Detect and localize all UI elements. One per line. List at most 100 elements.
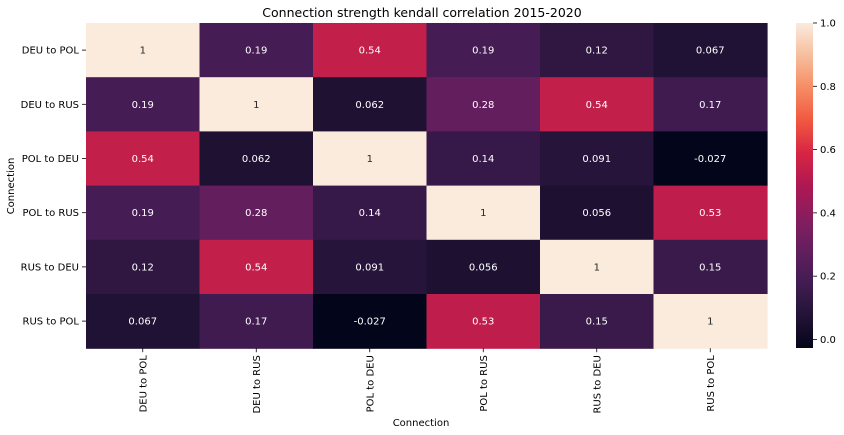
heatmap-cell [313,131,428,187]
heatmap-cell-label: 0.056 [582,208,611,219]
colorbar-tick-label: 0.8 [820,82,836,93]
heatmap-cell-label: 0.19 [472,46,494,57]
heatmap-cell-label: 0.14 [472,154,494,165]
chart-title: Connection strength kendall correlation … [262,5,581,20]
heatmap-cell-label: 0.19 [245,46,267,57]
heatmap-cell [653,294,768,349]
heatmap-cell-labels: 1 0.19 0.54 0.19 0.12 0.067 0.19 1 0.062 0.28 0.54… [128,46,726,328]
heatmap-cell [313,23,428,78]
y-axis-label: Connection [6,158,17,215]
x-tick-label: POL to DEU [365,355,376,412]
heatmap-cell-label: 0.15 [586,317,608,328]
heatmap-cell-label: 0.091 [355,262,384,273]
heatmap-cell [426,239,541,295]
heatmap-cell [426,131,541,187]
x-tick-label: DEU to RUS [252,355,263,413]
heatmap-cell [653,185,768,241]
heatmap-cell [426,185,541,241]
heatmap-cell [199,185,314,241]
heatmap-cell-label: 0.19 [132,208,154,219]
heatmap-cell [540,294,655,349]
heatmap-cell-label: 0.53 [699,208,721,219]
colorbar-tick-label: 1.0 [820,19,836,30]
y-tick-label: DEU to POL [22,46,80,57]
heatmap-cell-label: -0.027 [354,317,386,328]
heatmap-cell-label: 0.28 [472,100,494,111]
x-axis-ticks: DEU to POL DEU to RUS POL to DEU POL to RUS… [138,348,717,414]
heatmap-cell [199,239,314,295]
heatmap-cell-label: 0.54 [586,100,608,111]
heatmap-cell [426,294,541,349]
heatmap-cell [86,23,201,78]
heatmap-cell-label: 0.091 [582,154,611,165]
heatmap-cell [426,23,541,78]
heatmap-cell [653,23,768,78]
heatmap-cell [540,239,655,295]
heatmap-cell-label: 0.17 [245,317,267,328]
heatmap-cell-label: 1 [594,262,600,273]
heatmap-cell [199,77,314,132]
heatmap-cell-label: 0.53 [472,317,494,328]
heatmap-cell [540,23,655,78]
heatmap-cell [313,185,428,241]
y-tick-label: RUS to POL [23,317,80,328]
heatmap-cell-label: -0.027 [694,154,726,165]
x-tick-label: RUS to POL [706,355,717,412]
heatmap-cell-label: 0.15 [699,262,721,273]
heatmap-cell [199,23,314,78]
x-tick-label: POL to RUS [479,355,490,411]
colorbar-ticks: 0.0 0.2 0.4 0.6 0.8 1.0 [813,19,836,346]
y-tick-label: DEU to RUS [21,100,79,111]
heatmap-cell-label: 1 [253,100,259,111]
colorbar-tick-label: 0.0 [820,335,836,346]
heatmap-cell-label: 0.056 [469,262,498,273]
heatmap-cell [313,294,428,349]
heatmap-cell [653,77,768,132]
heatmap-cell-label: 0.14 [359,208,381,219]
heatmap-cell [86,77,201,132]
y-tick-label: POL to DEU [22,154,79,165]
colorbar [796,23,813,348]
x-axis-label: Connection [393,418,450,429]
heatmap-cell [653,239,768,295]
colorbar-tick-label: 0.2 [820,272,836,283]
heatmap-cell-label: 0.54 [359,46,381,57]
heatmap-cell-label: 1 [367,154,373,165]
heatmap-cell-label: 0.12 [132,262,154,273]
y-tick-label: RUS to DEU [21,262,79,273]
heatmap-cell [540,77,655,132]
heatmap-cell [426,77,541,132]
heatmap-cell [199,294,314,349]
heatmap-cell [540,185,655,241]
heatmap-cell-label: 0.12 [586,46,608,57]
heatmap-cell [653,131,768,187]
heatmap-cell-label: 0.54 [132,154,154,165]
heatmap-cell [86,185,201,241]
heatmap-cell [313,239,428,295]
heatmap-cell-label: 0.062 [355,100,384,111]
heatmap-cell-label: 0.19 [132,100,154,111]
heatmap-cell-label: 1 [707,317,713,328]
heatmap-cell [199,131,314,187]
heatmap-cell [313,77,428,132]
heatmap-cell-label: 0.067 [696,46,725,57]
x-tick-label: RUS to DEU [592,355,603,413]
heatmap-cell [540,131,655,187]
heatmap-cell-label: 0.17 [699,100,721,111]
heatmap-cell [86,131,201,187]
x-tick-label: DEU to POL [138,355,149,413]
heatmap-cell-label: 0.062 [242,154,271,165]
heatmap-cell [86,294,201,349]
heatmap-cell-label: 1 [140,46,146,57]
heatmap-cell-label: 1 [480,208,486,219]
heatmap-cell [86,239,201,295]
colorbar-tick-label: 0.4 [820,208,836,219]
y-axis-ticks: DEU to POL DEU to RUS POL to DEU POL to RUS… [21,46,86,328]
colorbar-tick-label: 0.6 [820,145,836,156]
heatmap-cells [86,23,768,349]
heatmap-cell-label: 0.54 [245,262,267,273]
heatmap-cell-label: 0.28 [245,208,267,219]
y-tick-label: POL to RUS [23,208,79,219]
heatmap-cell-label: 0.067 [128,317,157,328]
